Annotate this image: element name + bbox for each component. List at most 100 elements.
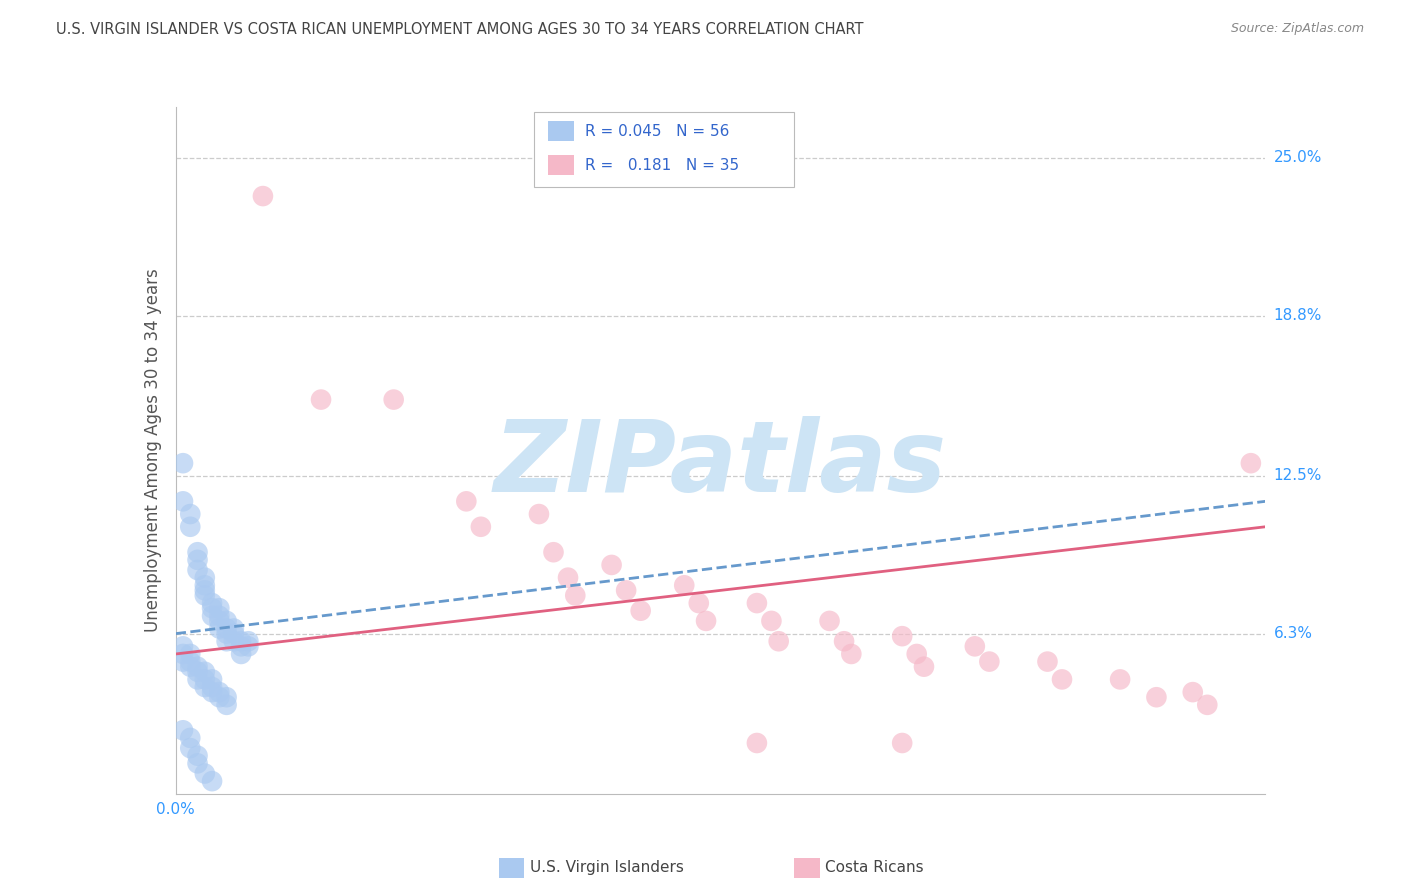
Point [186, 673, 209, 687]
Point [179, 655, 201, 669]
Text: ZIPatlas: ZIPatlas [494, 416, 948, 513]
Point [1240, 456, 1263, 470]
Point [215, 634, 238, 648]
Point [172, 723, 194, 738]
Point [1197, 698, 1219, 712]
Point [186, 748, 209, 763]
Point [172, 456, 194, 470]
Point [172, 655, 194, 669]
Point [194, 673, 217, 687]
Point [1109, 673, 1132, 687]
Text: R =   0.181   N = 35: R = 0.181 N = 35 [585, 158, 740, 172]
Point [673, 578, 696, 592]
Point [768, 634, 790, 648]
Point [832, 634, 855, 648]
Point [208, 685, 231, 699]
Text: Source: ZipAtlas.com: Source: ZipAtlas.com [1230, 22, 1364, 36]
Point [1050, 673, 1073, 687]
Text: Costa Ricans: Costa Ricans [825, 860, 924, 874]
Text: 18.8%: 18.8% [1274, 308, 1322, 323]
Point [891, 629, 914, 643]
Text: 25.0%: 25.0% [1274, 151, 1322, 165]
Point [172, 647, 194, 661]
Text: U.S. Virgin Islanders: U.S. Virgin Islanders [530, 860, 683, 874]
Point [201, 680, 224, 694]
Point [201, 608, 224, 623]
Point [201, 596, 224, 610]
Point [194, 589, 217, 603]
Point [543, 545, 565, 559]
Text: U.S. VIRGIN ISLANDER VS COSTA RICAN UNEMPLOYMENT AMONG AGES 30 TO 34 YEARS CORRE: U.S. VIRGIN ISLANDER VS COSTA RICAN UNEM… [56, 22, 863, 37]
Point [208, 614, 231, 628]
Point [179, 520, 201, 534]
Point [905, 647, 928, 661]
Point [201, 685, 224, 699]
Point [194, 680, 217, 694]
Point [194, 766, 217, 780]
Point [194, 571, 217, 585]
Point [208, 622, 231, 636]
Point [186, 665, 209, 679]
Point [745, 596, 768, 610]
Point [1036, 655, 1059, 669]
Point [215, 622, 238, 636]
Point [630, 604, 652, 618]
Point [201, 601, 224, 615]
Text: 0.0%: 0.0% [156, 802, 195, 817]
Point [470, 520, 492, 534]
Text: R = 0.045   N = 56: R = 0.045 N = 56 [585, 124, 730, 138]
Text: 6.3%: 6.3% [1274, 626, 1313, 641]
Point [201, 673, 224, 687]
Point [215, 626, 238, 640]
Point [172, 640, 194, 654]
Point [231, 634, 253, 648]
Point [215, 690, 238, 705]
Point [382, 392, 405, 407]
Point [527, 507, 550, 521]
Point [252, 189, 274, 203]
Point [745, 736, 768, 750]
Point [201, 774, 224, 789]
Point [179, 731, 201, 745]
Point [179, 741, 201, 756]
Point [208, 601, 231, 615]
Point [208, 608, 231, 623]
Point [238, 640, 260, 654]
Point [172, 494, 194, 508]
Point [614, 583, 637, 598]
Point [456, 494, 478, 508]
Point [222, 634, 245, 648]
Point [688, 596, 710, 610]
Point [818, 614, 841, 628]
Point [963, 640, 986, 654]
Point [194, 583, 217, 598]
Point [222, 622, 245, 636]
Text: 12.5%: 12.5% [1274, 468, 1322, 483]
Point [231, 647, 253, 661]
Point [309, 392, 332, 407]
Point [695, 614, 717, 628]
Point [231, 640, 253, 654]
Point [194, 578, 217, 592]
Point [215, 614, 238, 628]
Y-axis label: Unemployment Among Ages 30 to 34 years: Unemployment Among Ages 30 to 34 years [143, 268, 162, 632]
Point [179, 659, 201, 673]
Point [194, 665, 217, 679]
Point [841, 647, 863, 661]
Point [1146, 690, 1168, 705]
Point [215, 698, 238, 712]
Point [179, 647, 201, 661]
Point [238, 634, 260, 648]
Point [222, 626, 245, 640]
Point [186, 659, 209, 673]
Point [557, 571, 579, 585]
Point [979, 655, 1001, 669]
Point [600, 558, 623, 572]
Point [912, 659, 935, 673]
Point [761, 614, 783, 628]
Point [1181, 685, 1204, 699]
Point [208, 690, 231, 705]
Point [186, 545, 209, 559]
Point [564, 589, 586, 603]
Point [186, 553, 209, 567]
